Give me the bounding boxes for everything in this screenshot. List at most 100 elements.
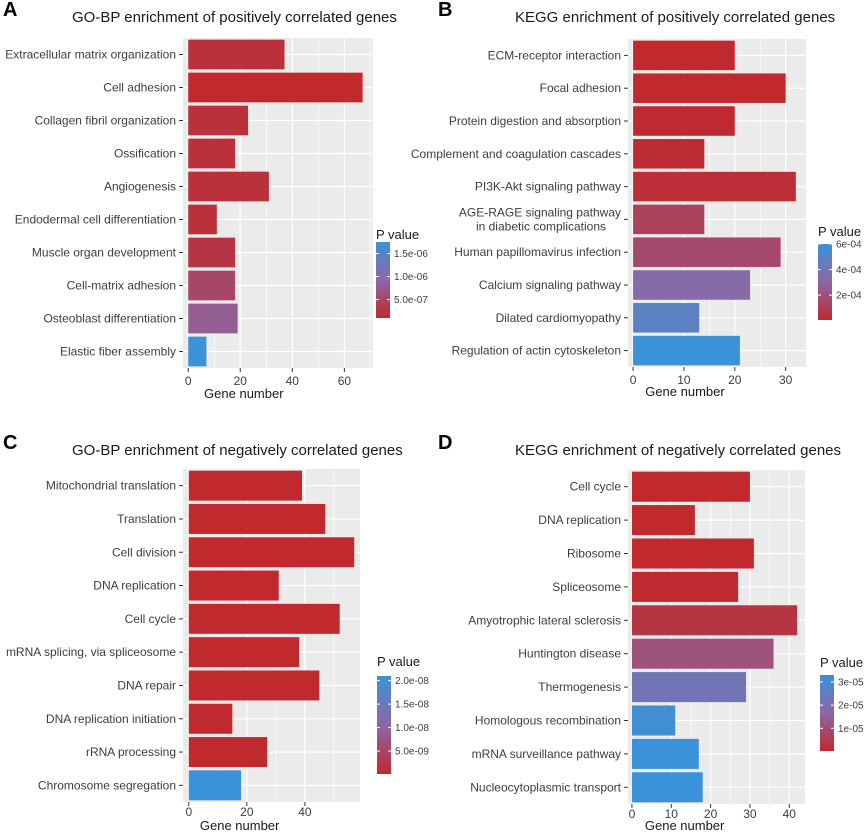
y-tick-label: Dilated cardiomyopathy — [496, 311, 621, 325]
legend-title: P value — [377, 654, 420, 669]
x-tick-label: 10 — [665, 807, 679, 821]
y-tick-label: Mitochondrial translation — [46, 479, 176, 493]
bar — [188, 737, 268, 768]
bar — [188, 770, 242, 801]
panel-label-c: C — [3, 432, 17, 454]
colorbar — [818, 244, 832, 320]
legend-title: P value — [818, 224, 861, 239]
bar — [631, 538, 754, 569]
chart-title: GO-BP enrichment of positively correlate… — [72, 9, 397, 26]
y-tick-label: Elastic fiber assembly — [60, 345, 176, 359]
bar — [633, 40, 735, 71]
y-tick-label: mRNA surveillance pathway — [472, 747, 621, 761]
chart-title: KEGG enrichment of positively correlated… — [515, 9, 835, 26]
y-tick-label: Ossification — [114, 147, 176, 161]
panel-b: B KEGG enrichment of positively correlate… — [411, 0, 862, 399]
legend-title: P value — [820, 655, 863, 670]
bar — [188, 171, 269, 202]
bar — [633, 335, 740, 366]
y-tick-label: DNA replication — [93, 579, 176, 593]
colorbar-tick-label: 2.0e-08 — [395, 676, 429, 687]
y-tick-label: Huntington disease — [518, 647, 621, 661]
panel-label-a: A — [3, 0, 17, 21]
x-tick-label: 0 — [185, 374, 192, 388]
y-tick-label: Translation — [117, 512, 176, 526]
y-tick-label: ECM-receptor interaction — [488, 48, 621, 62]
bar — [631, 605, 798, 636]
y-tick-label: mRNA splicing, via spliceosome — [6, 645, 176, 659]
y-tick-label: Nucleocytoplasmic transport — [470, 780, 621, 794]
colorbar-tick-label: 1.0e-08 — [395, 723, 429, 734]
bar — [188, 105, 249, 136]
y-tick-label: Complement and coagulation cascades — [411, 147, 621, 161]
y-tick-label: Muscle organ development — [32, 246, 177, 260]
x-tick-label: 10 — [677, 373, 691, 387]
colorbar-tick-label: 1e-05 — [838, 724, 864, 735]
legend-title: P value — [376, 227, 419, 242]
y-tick-label: DNA replication initiation — [46, 712, 176, 726]
y-tick-label: AGE-RAGE signaling pathway in diabetic co… — [459, 205, 621, 233]
y-tick-label: Amyotrophic lateral sclerosis — [468, 613, 621, 627]
bar — [188, 303, 238, 334]
bar — [188, 270, 236, 301]
panel-a: A GO-BP enrichment of positively correlat… — [3, 0, 428, 401]
y-tick-label: Focal adhesion — [540, 81, 621, 95]
y-tick-label: Angiogenesis — [104, 180, 176, 194]
panel-label-b: B — [438, 0, 452, 21]
y-tick-label: Calcium signaling pathway — [479, 278, 621, 292]
colorbar-tick-label: 4e-04 — [836, 265, 862, 276]
bar — [631, 772, 703, 803]
y-tick-label: Cell cycle — [125, 612, 177, 626]
bar — [633, 106, 735, 136]
x-tick-label: 30 — [743, 807, 757, 821]
colorbar-tick-label: 5.0e-09 — [395, 747, 429, 758]
colorbar — [376, 242, 390, 318]
bar — [633, 171, 796, 202]
bar — [188, 39, 285, 70]
chart-title: KEGG enrichment of negatively correlated… — [515, 442, 841, 459]
y-tick-label: Cell adhesion — [103, 81, 176, 95]
x-tick-label: 0 — [630, 373, 637, 387]
bar — [633, 237, 781, 267]
bar — [188, 670, 320, 701]
x-tick-label: 20 — [704, 807, 718, 821]
bar — [631, 705, 676, 736]
bar — [631, 638, 774, 669]
colorbar — [820, 675, 834, 751]
bar — [188, 237, 236, 268]
bar — [188, 703, 233, 734]
y-tick-label: Spliceosome — [552, 580, 621, 594]
y-tick-label: Collagen fibril organization — [35, 114, 176, 128]
bar — [188, 470, 302, 501]
x-tick-label: 20 — [728, 373, 742, 387]
bar — [188, 570, 279, 601]
bar — [188, 72, 363, 103]
x-axis-label: Gene number — [200, 818, 280, 833]
y-tick-label: DNA replication — [538, 513, 621, 527]
y-tick-label: Osteoblast differentiation — [43, 312, 176, 326]
y-tick-label: Endodermal cell differentiation — [15, 213, 176, 227]
x-tick-label: 40 — [783, 807, 797, 821]
bar — [633, 303, 700, 333]
panel-d: D KEGG enrichment of negatively correlate… — [438, 432, 864, 833]
y-tick-label: Homologous recombination — [475, 714, 621, 728]
colorbar-tick-label: 1.5e-08 — [395, 700, 429, 711]
bar — [633, 73, 786, 103]
y-tick-label: Protein digestion and absorption — [449, 114, 621, 128]
x-tick-label: 0 — [185, 805, 192, 819]
colorbar-tick-label: 1.5e-06 — [394, 249, 428, 260]
x-tick-label: 30 — [779, 373, 793, 387]
x-tick-label: 60 — [338, 374, 352, 388]
x-axis-label: Gene number — [204, 386, 284, 401]
x-tick-label: 0 — [629, 807, 636, 821]
bar — [631, 738, 699, 769]
bar — [188, 204, 217, 235]
y-tick-label: Chromosome segregation — [38, 778, 176, 792]
y-tick-label: Regulation of actin cytoskeleton — [452, 344, 621, 358]
x-tick-label: 40 — [298, 805, 312, 819]
colorbar-tick-label: 3e-05 — [838, 677, 864, 688]
panel-label-d: D — [438, 432, 452, 454]
bar — [188, 637, 300, 668]
x-axis-label: Gene number — [645, 818, 725, 833]
